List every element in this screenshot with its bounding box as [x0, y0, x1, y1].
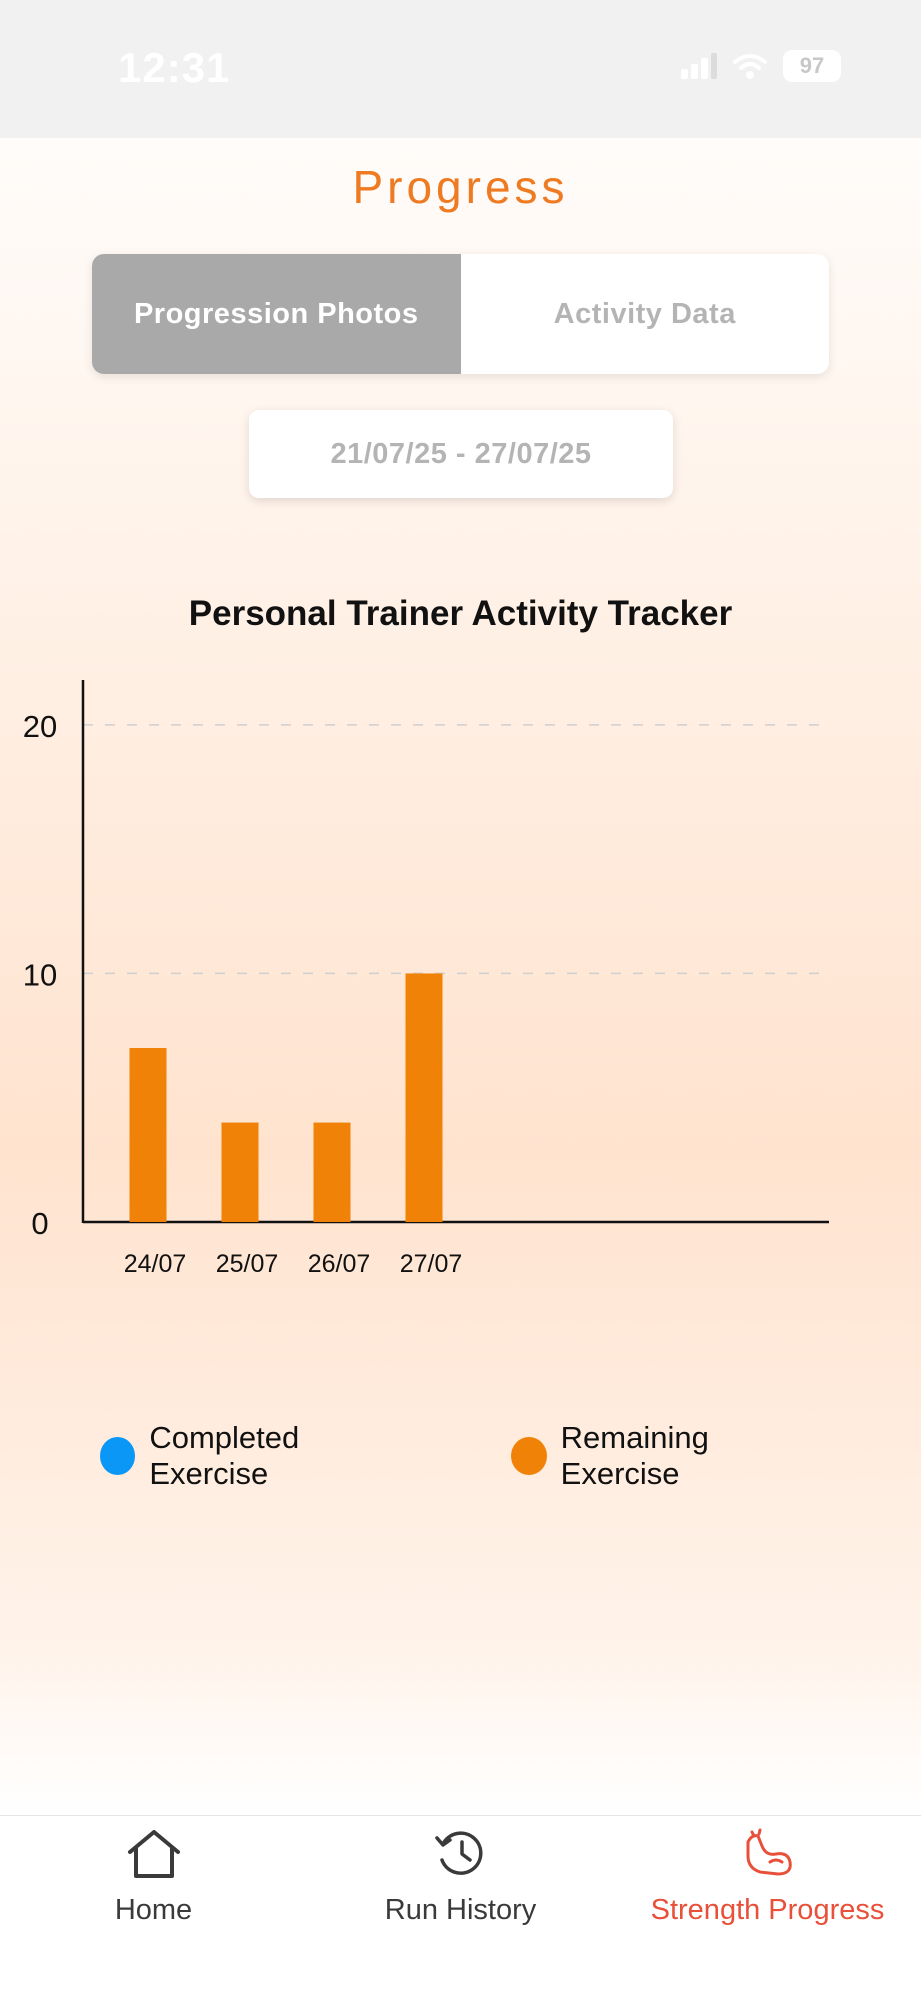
legend-item-remaining: Remaining Exercise — [511, 1420, 817, 1492]
bottom-tab-bar: Home Run History Strength Progress — [0, 1815, 921, 2001]
tab-activity-data[interactable]: Activity Data — [460, 254, 829, 374]
y-tick-label: 0 — [31, 1206, 48, 1241]
x-tick-label: 27/07 — [400, 1250, 463, 1278]
x-tick-label: 24/07 — [124, 1250, 187, 1278]
signal-icon — [681, 53, 717, 79]
tab-strength-progress[interactable]: Strength Progress — [614, 1828, 921, 1927]
bar-remaining-25-07 — [221, 1122, 259, 1222]
legend-label-completed: Completed Exercise — [149, 1420, 300, 1491]
tab-home-label: Home — [114, 1894, 193, 1926]
legend-item-completed: Completed Exercise — [100, 1420, 407, 1492]
status-time: 12:31 — [118, 44, 231, 91]
x-tick-label: 25/07 — [216, 1250, 279, 1278]
tab-strength-progress-label: Strength Progress — [650, 1894, 885, 1926]
legend-dot-remaining — [511, 1437, 547, 1475]
legend-label-remaining: Remaining Exercise — [560, 1420, 709, 1491]
flexed-arm-icon — [746, 1828, 792, 1876]
bar-remaining-26-07 — [313, 1122, 351, 1222]
page-title: Progress — [352, 161, 569, 213]
chart-legend: Completed Exercise Remaining Exercise — [100, 1420, 921, 1492]
tab-run-history-label: Run History — [384, 1894, 537, 1926]
legend-dot-completed — [100, 1437, 136, 1475]
bar-remaining-24-07 — [129, 1048, 167, 1222]
battery-icon: 97 — [783, 50, 841, 82]
x-tick-label: 26/07 — [308, 1250, 371, 1278]
wifi-icon — [733, 54, 767, 79]
tab-home[interactable]: Home — [0, 1828, 307, 1927]
chart-title: Personal Trainer Activity Tracker — [188, 594, 733, 633]
battery-level: 97 — [799, 53, 825, 78]
tab-run-history[interactable]: Run History — [307, 1828, 614, 1927]
date-range-picker[interactable]: 21/07/25 - 27/07/25 — [249, 410, 673, 498]
bar-remaining-27-07 — [405, 973, 443, 1222]
tab-progression-photos[interactable]: Progression Photos — [92, 254, 461, 374]
home-icon — [127, 1830, 180, 1878]
history-icon — [434, 1831, 482, 1875]
y-tick-label: 20 — [23, 709, 57, 744]
status-icons: 97 — [681, 50, 841, 82]
y-tick-label: 10 — [23, 957, 57, 992]
view-toggle: Progression Photos Activity Data — [92, 254, 829, 374]
activity-bar-chart: 0 10 20 24/07 25/07 26/07 27/07 — [23, 680, 829, 1278]
status-bar: 12:31 97 — [0, 0, 921, 138]
